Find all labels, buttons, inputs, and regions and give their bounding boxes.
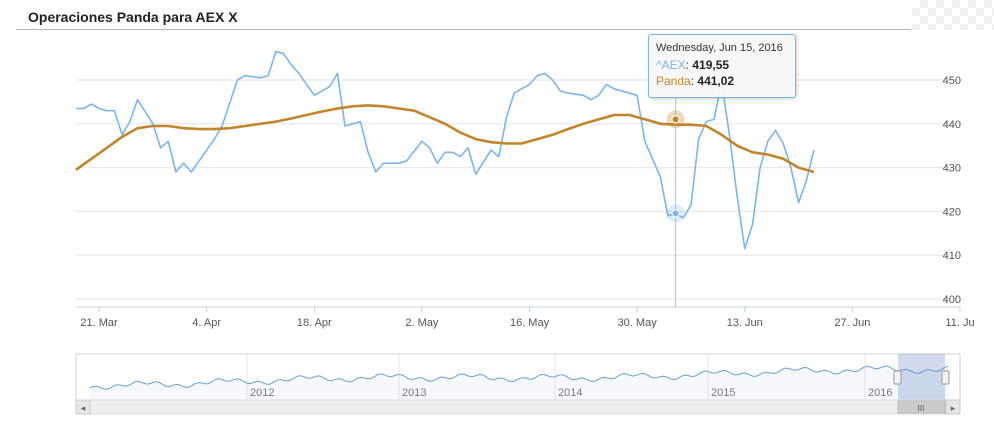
x-tick-label: 11. Ju [945, 317, 974, 329]
tooltip-aex-value: 419,55 [692, 58, 730, 72]
y-tick-label: 400 [943, 294, 961, 306]
scrollbar-thumb[interactable] [897, 400, 946, 414]
scrollbar-right-button[interactable] [945, 399, 961, 415]
tooltip: Wednesday, Jun 15, 2016 ^AEX: 419,55 Pan… [648, 34, 796, 98]
tooltip-row-aex: ^AEX: 419,55 [656, 58, 729, 72]
x-tick-label: 18. Apr [297, 317, 332, 329]
hover-point-aex [671, 209, 680, 218]
navigator-year-label: 2013 [402, 387, 426, 399]
x-tick-label: 4. Apr [192, 317, 221, 329]
navigator-frame [75, 353, 961, 401]
navigator-grid: 2012 2013 2014 2015 2016 [246, 354, 892, 400]
navigator-line [89, 365, 949, 390]
title-divider [16, 29, 911, 30]
tooltip-aex-name: ^AEX [656, 58, 686, 72]
x-axis-labels: 21. Mar 4. Apr 18. Apr 2. May 16. May 30. May… [80, 307, 975, 329]
navigator-year-label: 2014 [558, 387, 582, 399]
x-tick-label: 2. May [405, 317, 439, 329]
navigator-year-label: 2016 [868, 387, 892, 399]
transparency-corner [912, 0, 994, 30]
x-tick-label: 13. Jun [727, 317, 763, 329]
tooltip-aex-sep: : [685, 58, 689, 72]
chart-title: Operaciones Panda para AEX X [28, 9, 238, 25]
x-tick-label: 21. Mar [80, 317, 118, 329]
tooltip-panda-value: 441,02 [697, 74, 735, 88]
navigator-year-label: 2015 [711, 387, 735, 399]
tooltip-panda-name: Panda [656, 74, 691, 88]
series-lines [75, 50, 815, 250]
x-tick-label: 30. May [618, 317, 658, 329]
y-tick-label: 420 [943, 206, 961, 218]
navigator-year-label: 2012 [250, 387, 274, 399]
scrollbar-grip-icon: III [918, 404, 925, 413]
scrollbar-left-button[interactable] [75, 399, 91, 415]
series-line-panda [75, 104, 815, 174]
tooltip-row-panda: Panda: 441,02 [656, 74, 734, 88]
navigator-handle-right[interactable] [941, 370, 950, 385]
tooltip-date: Wednesday, Jun 15, 2016 [656, 42, 783, 54]
y-axis-labels: 400 410 420 430 440 450 [943, 75, 961, 306]
y-tick-label: 440 [943, 119, 961, 131]
hover-point-panda [671, 115, 680, 124]
y-tick-label: 430 [943, 163, 961, 175]
scroll-left-arrow-icon[interactable]: ◂ [81, 403, 86, 413]
tooltip-panda-sep: : [690, 74, 695, 88]
y-tick-label: 450 [943, 75, 961, 87]
scroll-right-arrow-icon[interactable]: ▸ [951, 403, 956, 413]
y-tick-label: 410 [943, 250, 961, 262]
navigator-handle-left[interactable] [893, 370, 902, 385]
x-tick-label: 27. Jun [834, 317, 870, 329]
navigator-selection[interactable] [898, 354, 945, 400]
grid-lines [76, 79, 960, 300]
crosshair [666, 95, 685, 307]
scrollbar-track[interactable] [75, 399, 961, 415]
series-line-aex [76, 50, 815, 250]
x-tick-label: 16. May [510, 317, 550, 329]
